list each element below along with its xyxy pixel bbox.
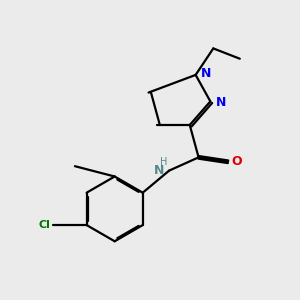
Text: O: O <box>232 155 242 168</box>
Text: N: N <box>216 96 226 110</box>
Text: Cl: Cl <box>38 220 50 230</box>
Text: N: N <box>201 67 211 80</box>
Text: H: H <box>160 158 167 167</box>
Text: N: N <box>154 164 164 177</box>
